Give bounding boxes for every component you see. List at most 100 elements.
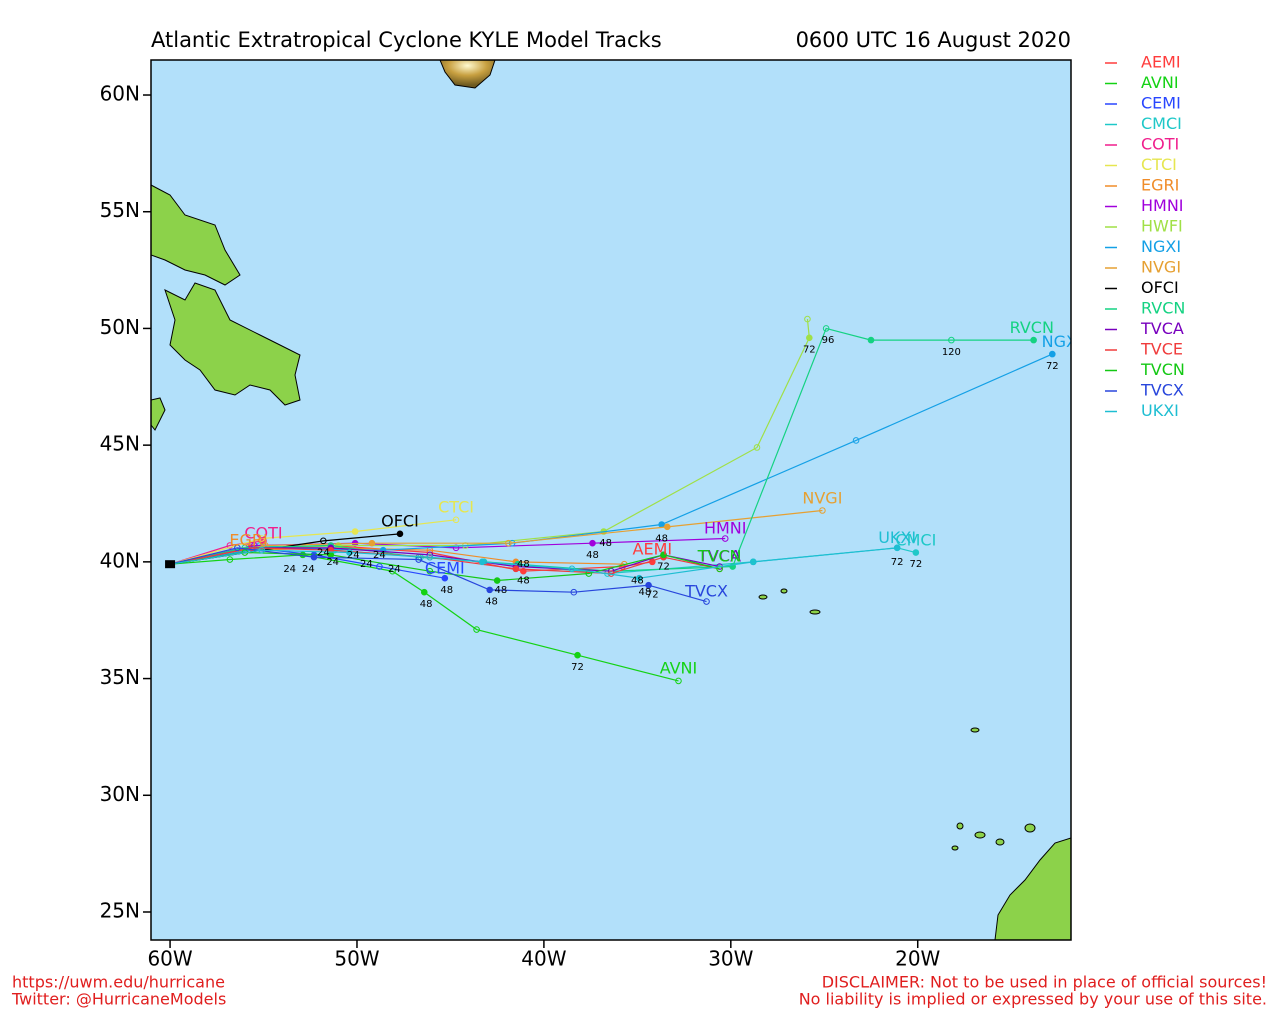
hour-label: 48 <box>599 538 612 549</box>
track-point <box>867 336 875 344</box>
track-point <box>721 535 729 542</box>
x-tick-label: 20W <box>895 947 940 971</box>
legend-label: TVCX <box>1140 381 1184 400</box>
x-tick-label: 60W <box>147 947 192 971</box>
legend-label: RVCN <box>1141 299 1185 318</box>
hour-label: 48 <box>495 585 508 596</box>
track-point <box>568 565 576 573</box>
track-point <box>703 598 710 605</box>
hour-label: 48 <box>440 585 453 596</box>
track-point <box>505 539 512 547</box>
track-label: NGXI <box>1042 332 1082 351</box>
track-label: CTCI <box>438 498 474 517</box>
y-tick-label: 30N <box>100 782 140 806</box>
legend-label: NVGI <box>1141 258 1181 277</box>
track-point <box>320 537 327 545</box>
track-point <box>249 544 256 552</box>
track-point <box>806 334 813 342</box>
track-point <box>351 528 359 535</box>
hour-label: 48 <box>517 576 530 587</box>
track-point <box>452 516 460 524</box>
legend-label: CMCI <box>1141 114 1182 133</box>
track-label: OFCI <box>381 512 419 531</box>
hour-label: 48 <box>631 576 644 587</box>
hour-label: 24 <box>360 559 373 570</box>
track-point <box>749 558 757 566</box>
y-tick-label: 35N <box>100 665 140 689</box>
initial-position <box>165 560 176 569</box>
track-point <box>819 507 826 514</box>
track-point <box>478 558 486 566</box>
track-point <box>574 651 581 659</box>
track-point <box>512 565 520 573</box>
legend-label: AEMI <box>1141 53 1181 72</box>
track-label: COTI <box>244 523 282 542</box>
track-point <box>226 556 234 563</box>
track-point <box>441 574 449 582</box>
map-title: Atlantic Extratropical Cyclone KYLE Mode… <box>151 28 662 52</box>
track-point <box>658 521 665 528</box>
track-line <box>169 547 720 575</box>
track-point <box>420 588 428 596</box>
x-tick-label: 30W <box>708 947 753 971</box>
footer-liability: No liability is implied or expressed by … <box>799 990 1267 1009</box>
track-label: AVNI <box>660 659 698 678</box>
plot-frame <box>150 59 1072 941</box>
track-point <box>310 553 318 561</box>
footer-disclaimer: DISCLAIMER: Not to be used in place of o… <box>822 973 1267 992</box>
track-point <box>675 677 682 685</box>
track-line <box>169 551 720 582</box>
hour-label: 24 <box>388 564 401 575</box>
track-point <box>822 325 830 332</box>
legend-label: CEMI <box>1141 94 1181 113</box>
legend-label: NGXI <box>1141 237 1181 256</box>
track-label: UKXI <box>878 528 916 547</box>
hour-label: 72 <box>646 590 659 601</box>
y-tick-label: 55N <box>100 198 140 222</box>
track-point <box>1049 350 1056 358</box>
track-point <box>852 437 860 444</box>
hour-label: 72 <box>657 562 670 573</box>
y-tick-label: 25N <box>100 898 140 922</box>
track-point <box>635 574 643 582</box>
track-label: EGRI <box>229 530 267 549</box>
hour-label: 72 <box>909 559 922 570</box>
track-point <box>368 539 376 547</box>
track-point <box>258 546 265 554</box>
hour-label: 48 <box>638 587 651 598</box>
legend-label: OFCI <box>1141 278 1179 297</box>
hour-label: 72 <box>571 662 584 673</box>
y-tick-label: 50N <box>100 315 140 339</box>
footer-twitter: Twitter: @HurricaneModels <box>11 990 226 1009</box>
track-point <box>948 336 955 344</box>
legend-label: TVCE <box>1140 340 1183 359</box>
track-line <box>169 540 264 565</box>
track-line <box>169 547 707 603</box>
hour-label: 72 <box>1046 361 1059 372</box>
legend-label: EGRI <box>1141 176 1179 195</box>
track-point <box>660 551 667 559</box>
track-label: RVCN <box>1010 318 1054 337</box>
hour-label: 120 <box>942 347 961 358</box>
track-point <box>234 544 241 552</box>
track-line <box>169 519 457 565</box>
hour-label: 96 <box>822 335 835 346</box>
track-label: TVCA <box>697 547 741 566</box>
hour-label: 48 <box>485 597 498 608</box>
ocean <box>151 60 1071 940</box>
track-label: HMNI <box>704 519 747 538</box>
track-label: TVCN <box>697 547 742 566</box>
y-tick-label: 60N <box>100 82 140 106</box>
x-tick-label: 50W <box>334 947 379 971</box>
hour-label: 48 <box>655 534 668 545</box>
track-point <box>396 530 404 538</box>
track-point <box>376 563 383 570</box>
hour-label: 24 <box>326 557 339 568</box>
hour-label: 48 <box>517 559 530 570</box>
legend-label: AVNI <box>1141 73 1179 92</box>
track-point <box>1030 336 1037 344</box>
track-point <box>226 542 234 549</box>
track-point <box>258 535 265 542</box>
legend-label: HMNI <box>1141 196 1184 215</box>
